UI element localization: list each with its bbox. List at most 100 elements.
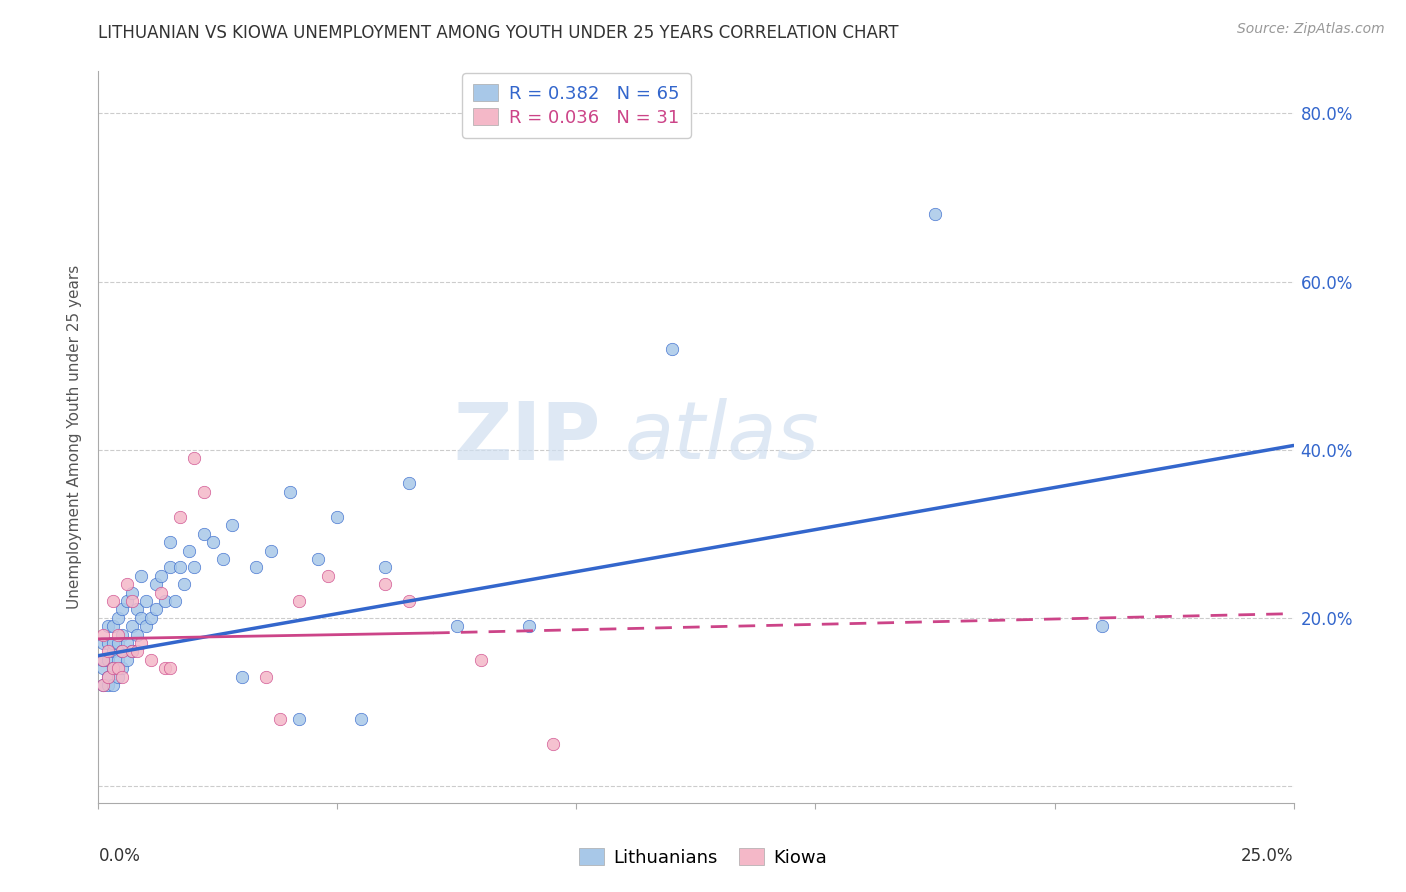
Point (159, 535, 181, 549)
Point (111, 661, 134, 675)
Point (121, 619, 143, 633)
Point (107, 653, 129, 667)
Point (111, 670, 134, 684)
Point (149, 585, 172, 599)
Point (307, 552, 329, 566)
Point (111, 627, 134, 641)
Point (398, 594, 420, 608)
Point (288, 594, 311, 608)
Point (91, 653, 114, 667)
Point (245, 560, 267, 574)
Text: ZIP: ZIP (453, 398, 600, 476)
Point (163, 594, 186, 608)
Point (221, 518, 243, 533)
Point (101, 619, 124, 633)
Point (107, 661, 129, 675)
Point (1091, 619, 1114, 633)
Point (350, 712, 373, 726)
Point (131, 569, 153, 583)
Point (374, 560, 396, 574)
Point (125, 602, 148, 616)
Point (202, 535, 225, 549)
Point (107, 627, 129, 641)
Text: atlas: atlas (624, 398, 820, 476)
Point (115, 577, 138, 591)
Point (115, 653, 138, 667)
Point (115, 636, 138, 650)
Point (139, 611, 162, 625)
Point (135, 619, 157, 633)
Point (183, 560, 205, 574)
Point (446, 619, 468, 633)
Point (316, 569, 339, 583)
Point (179, 543, 201, 558)
Point (91, 653, 114, 667)
Point (398, 476, 420, 491)
Point (278, 484, 301, 499)
Point (101, 644, 124, 658)
Point (326, 510, 349, 524)
Point (115, 594, 138, 608)
Point (269, 712, 291, 726)
Point (135, 594, 157, 608)
Point (149, 569, 172, 583)
Point (131, 611, 153, 625)
Point (125, 644, 148, 658)
Text: 0.0%: 0.0% (98, 847, 141, 864)
Point (155, 661, 177, 675)
Point (111, 602, 134, 616)
Point (101, 661, 124, 675)
Point (97, 653, 120, 667)
Point (169, 510, 191, 524)
Point (173, 577, 195, 591)
Point (231, 670, 253, 684)
Point (193, 484, 215, 499)
Point (97, 636, 120, 650)
Point (97, 670, 120, 684)
Point (470, 653, 492, 667)
Point (121, 644, 143, 658)
Point (254, 670, 277, 684)
Point (924, 207, 946, 221)
Point (121, 594, 143, 608)
Point (131, 636, 153, 650)
Point (91, 678, 114, 692)
Point (101, 678, 124, 692)
Point (145, 577, 167, 591)
Point (139, 653, 162, 667)
Point (107, 611, 129, 625)
Point (159, 661, 181, 675)
Point (183, 451, 205, 466)
Point (91, 661, 114, 675)
Point (661, 342, 683, 356)
Point (125, 627, 148, 641)
Point (121, 644, 143, 658)
Point (91, 636, 114, 650)
Point (101, 661, 124, 675)
Point (288, 712, 311, 726)
Text: Source: ZipAtlas.com: Source: ZipAtlas.com (1237, 22, 1385, 37)
Point (211, 552, 233, 566)
Text: LITHUANIAN VS KIOWA UNEMPLOYMENT AMONG YOUTH UNDER 25 YEARS CORRELATION CHART: LITHUANIAN VS KIOWA UNEMPLOYMENT AMONG Y… (98, 24, 898, 42)
Point (193, 526, 215, 541)
Point (159, 560, 181, 574)
Point (97, 644, 120, 658)
Point (97, 678, 120, 692)
Point (101, 636, 124, 650)
Point (91, 627, 114, 641)
Point (97, 670, 120, 684)
Point (97, 619, 120, 633)
Point (91, 678, 114, 692)
Point (107, 636, 129, 650)
Legend: Lithuanians, Kiowa: Lithuanians, Kiowa (572, 841, 834, 874)
Point (101, 594, 124, 608)
Point (155, 594, 177, 608)
Point (517, 619, 540, 633)
Point (111, 644, 134, 658)
Y-axis label: Unemployment Among Youth under 25 years: Unemployment Among Youth under 25 years (67, 265, 83, 609)
Point (145, 602, 167, 616)
Point (121, 585, 143, 599)
Point (541, 737, 564, 751)
Point (169, 560, 191, 574)
Point (111, 644, 134, 658)
